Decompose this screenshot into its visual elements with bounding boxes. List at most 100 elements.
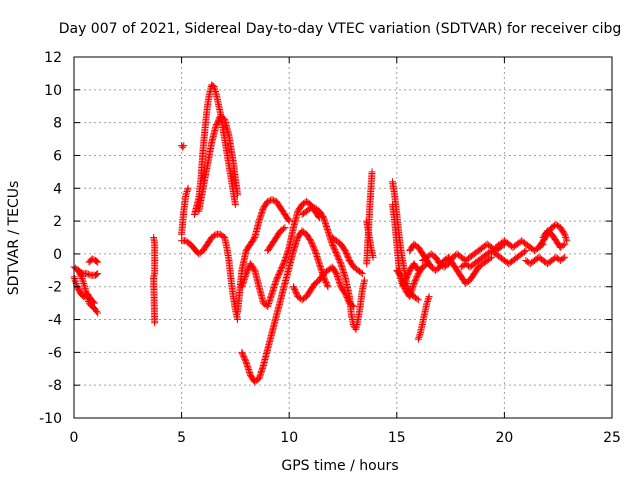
- data-point: [77, 269, 85, 277]
- data-point: [210, 83, 218, 91]
- data-point: [71, 275, 79, 283]
- data-point: [94, 270, 102, 278]
- y-tick-label: -2: [48, 280, 62, 296]
- data-point: [424, 296, 432, 304]
- data-point: [281, 224, 289, 232]
- data-point: [93, 307, 101, 315]
- plot-border: [73, 56, 613, 419]
- data-point: [93, 257, 101, 265]
- y-tick-label: 10: [44, 83, 62, 99]
- y-tick-label: -8: [48, 378, 62, 394]
- data-point: [88, 255, 96, 263]
- data-point: [415, 334, 423, 342]
- data-point: [84, 270, 92, 278]
- data-point: [211, 86, 219, 94]
- y-axis-label: SDTVAR / TECUs: [6, 181, 22, 296]
- data-point: [184, 184, 192, 192]
- data-point: [151, 319, 159, 327]
- data-point: [414, 335, 422, 343]
- data-point: [78, 275, 86, 283]
- data-point: [416, 330, 424, 338]
- data-point: [269, 196, 277, 204]
- data-point: [522, 247, 530, 255]
- data-point: [561, 253, 569, 261]
- data-point: [284, 216, 292, 224]
- data-point: [414, 296, 422, 304]
- x-tick-label: 10: [280, 430, 298, 446]
- data-point: [89, 298, 97, 306]
- y-tick-label: 4: [53, 181, 62, 197]
- data-point: [231, 201, 239, 209]
- x-tick-label: 0: [70, 430, 79, 446]
- data-point: [79, 276, 87, 284]
- data-point: [358, 270, 366, 278]
- data-point: [279, 225, 287, 233]
- data-point: [93, 270, 101, 278]
- data-point: [280, 258, 288, 266]
- data-point: [369, 253, 377, 261]
- data-point: [183, 188, 191, 196]
- data-point: [559, 254, 567, 262]
- data-point: [80, 281, 88, 289]
- data-point: [72, 278, 80, 286]
- x-tick-label: 20: [495, 430, 513, 446]
- data-point: [336, 258, 344, 266]
- data-point: [180, 142, 188, 150]
- data-point: [425, 294, 433, 302]
- data-point: [361, 276, 369, 284]
- data-point: [184, 186, 192, 194]
- y-tick-labels: -10 -8 -6 -4 -2 0 2 4 6 8 10 12: [39, 50, 62, 427]
- data-point: [413, 295, 421, 303]
- data-points: [70, 81, 571, 386]
- data-point: [561, 232, 569, 240]
- data-point: [357, 269, 365, 277]
- data-point: [285, 217, 293, 225]
- data-point: [182, 189, 190, 197]
- x-tick-label: 25: [603, 430, 621, 446]
- data-point: [86, 271, 94, 279]
- data-point: [562, 234, 570, 241]
- data-point: [94, 258, 102, 266]
- data-point: [323, 281, 331, 289]
- data-point: [310, 245, 318, 253]
- y-tick-label: 6: [53, 148, 62, 164]
- data-point: [425, 293, 433, 301]
- data-point: [415, 332, 423, 340]
- x-tick-label: 5: [177, 430, 186, 446]
- x-tick-label: 15: [388, 430, 406, 446]
- data-point: [423, 299, 431, 307]
- y-tick-label: 2: [53, 214, 62, 230]
- data-point: [211, 87, 219, 95]
- data-point: [264, 197, 272, 205]
- data-point: [90, 299, 98, 307]
- data-point: [179, 143, 187, 151]
- chart-title: Day 007 of 2021, Sidereal Day-to-day VTE…: [59, 21, 622, 37]
- data-point: [486, 254, 494, 262]
- data-point: [561, 230, 569, 238]
- y-tick-label: -10: [39, 411, 62, 427]
- data-point: [80, 279, 88, 287]
- data-point: [83, 270, 91, 278]
- y-tick-label: 0: [53, 247, 62, 263]
- data-point: [94, 309, 102, 317]
- data-point: [560, 229, 568, 237]
- y-tick-label: 12: [44, 50, 62, 66]
- x-tick-labels: 0 5 10 15 20 25: [70, 430, 621, 446]
- data-point: [423, 297, 431, 305]
- data-point: [268, 196, 276, 204]
- data-point: [562, 235, 570, 243]
- data-point: [234, 191, 242, 199]
- data-point: [242, 357, 250, 365]
- data-point: [559, 241, 567, 249]
- data-point: [151, 270, 159, 278]
- data-point: [211, 231, 219, 239]
- axis-ticks: [73, 56, 613, 419]
- y-tick-label: -6: [48, 345, 62, 361]
- data-point: [520, 248, 528, 256]
- y-tick-label: 8: [53, 116, 62, 132]
- y-tick-label: -4: [48, 313, 62, 329]
- data-point: [234, 316, 242, 324]
- data-point: [561, 240, 569, 248]
- x-axis-label: GPS time / hours: [281, 458, 398, 474]
